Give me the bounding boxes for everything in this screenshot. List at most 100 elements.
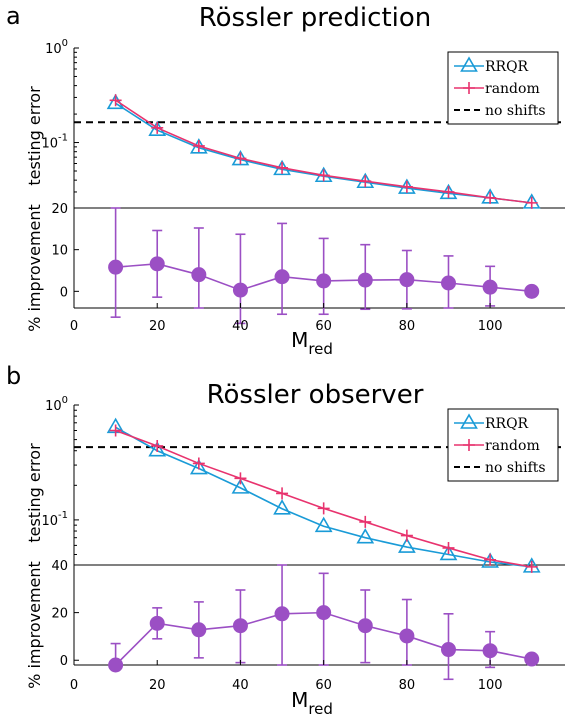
x-tick-label: 100: [478, 319, 503, 334]
bottom-y-tick-label: 20: [51, 607, 68, 622]
x-tick-label: 0: [70, 319, 78, 334]
x-axis-label: Mred: [291, 688, 333, 718]
legend-marker-rrqr: [460, 56, 478, 72]
random-marker: [317, 502, 330, 515]
improvement-marker: [357, 618, 373, 634]
random-marker: [151, 439, 164, 452]
improvement-marker: [108, 657, 124, 673]
bottom-y-tick-label: 0: [60, 285, 68, 300]
top-y-tick-label: 10-1: [41, 510, 68, 529]
improvement-marker: [191, 267, 207, 283]
panel-letter: a: [6, 2, 21, 30]
improvement-marker: [108, 259, 124, 275]
random-marker: [234, 472, 247, 485]
rrqr-marker: [314, 516, 333, 533]
improvement-marker: [316, 273, 332, 289]
top-y-axis-label: testing error: [25, 86, 44, 186]
legend: RRQR random no shifts: [447, 408, 559, 482]
random-marker: [192, 139, 205, 152]
top-y-tick-label: 100: [45, 38, 68, 57]
improvement-marker: [482, 279, 498, 295]
random-marker: [359, 175, 372, 188]
x-tick-label: 80: [399, 678, 416, 693]
legend-label-rrqr: RRQR: [485, 59, 529, 75]
random-marker: [525, 196, 538, 209]
bottom-y-axis-label: % improvement: [25, 204, 44, 332]
improvement-marker: [399, 272, 415, 288]
improvement-marker: [232, 282, 248, 298]
top-y-tick-label: 10-1: [41, 133, 68, 152]
x-axis-label: Mred: [291, 328, 333, 358]
improvement-marker: [149, 256, 165, 272]
bottom-y-tick-label: 10: [51, 244, 68, 259]
random-marker: [442, 541, 455, 554]
improvement-marker: [440, 642, 456, 658]
random-marker: [400, 180, 413, 193]
random-marker: [484, 553, 497, 566]
improvement-marker: [316, 605, 332, 621]
improvement-marker: [482, 643, 498, 659]
x-tick-label: 60: [315, 319, 332, 334]
rrqr-marker: [189, 458, 208, 475]
random-marker: [359, 515, 372, 528]
x-tick-label: 20: [149, 319, 166, 334]
improvement-marker: [399, 628, 415, 644]
random-marker: [192, 457, 205, 470]
chart-title: Rössler observer: [207, 380, 424, 410]
random-marker: [151, 121, 164, 134]
improvement-marker: [274, 269, 290, 285]
x-tick-label: 40: [232, 678, 249, 693]
random-marker: [525, 560, 538, 573]
legend-label-no-shifts: no shifts: [485, 103, 546, 119]
improvement-marker: [191, 622, 207, 638]
rrqr-marker: [397, 537, 416, 553]
x-tick-label: 60: [315, 678, 332, 693]
x-tick-label: 40: [232, 319, 249, 334]
rrqr-marker: [356, 528, 375, 544]
x-tick-label: 0: [70, 678, 78, 693]
rrqr-marker: [148, 441, 167, 457]
chart-title: Rössler prediction: [199, 3, 432, 33]
improvement-marker: [440, 275, 456, 291]
legend-label-random: random: [485, 438, 540, 454]
random-marker: [442, 185, 455, 198]
random-marker: [234, 152, 247, 165]
random-marker: [276, 487, 289, 500]
bottom-y-tick-label: 0: [60, 654, 68, 669]
random-marker: [276, 161, 289, 174]
random-marker: [317, 169, 330, 182]
improvement-marker: [274, 606, 290, 622]
rrqr-marker: [231, 478, 250, 494]
x-tick-label: 100: [478, 678, 503, 693]
rrqr-line: [115, 426, 532, 568]
legend-label-rrqr: RRQR: [485, 416, 529, 432]
improvement-marker: [357, 272, 373, 288]
rrqr-marker: [439, 544, 458, 561]
legend-label-no-shifts: no shifts: [485, 460, 546, 476]
legend: RRQR random no shifts: [447, 51, 559, 125]
bottom-y-tick-label: 20: [51, 202, 68, 217]
random-marker: [109, 424, 122, 437]
improvement-marker: [524, 283, 540, 299]
improvement-marker: [149, 615, 165, 631]
top-y-axis-label: testing error: [25, 443, 44, 543]
improvement-marker: [524, 651, 540, 667]
legend-label-random: random: [485, 81, 540, 97]
bottom-y-tick-label: 40: [51, 559, 68, 574]
x-tick-label: 20: [149, 678, 166, 693]
random-marker: [109, 94, 122, 107]
random-marker: [484, 191, 497, 204]
legend-marker-rrqr: [460, 413, 478, 429]
legend-marker-random: [463, 82, 475, 94]
bottom-y-axis-label: % improvement: [25, 561, 44, 689]
panel-letter: b: [6, 362, 21, 390]
top-y-tick-label: 100: [45, 395, 68, 414]
rrqr-marker: [273, 499, 291, 515]
improvement-marker: [232, 618, 248, 634]
x-tick-label: 80: [399, 319, 416, 334]
random-marker: [400, 529, 413, 542]
legend-marker-random: [463, 439, 475, 451]
